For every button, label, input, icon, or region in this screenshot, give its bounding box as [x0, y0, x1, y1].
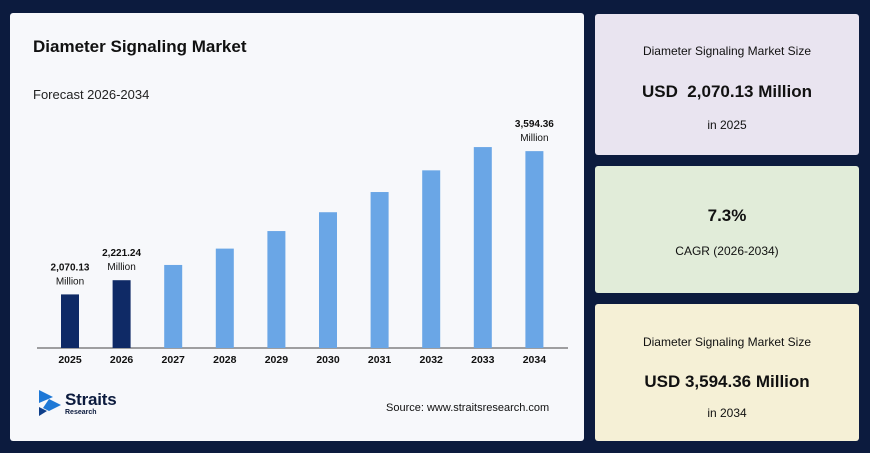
x-tick-label-2034: 2034	[523, 354, 547, 366]
x-tick-label-2027: 2027	[162, 354, 186, 366]
x-tick-label-2026: 2026	[110, 354, 134, 366]
stat-card-year: in 2034	[707, 406, 747, 420]
stat-card-year: in 2025	[707, 118, 747, 132]
source-text: Source: www.straitsresearch.com	[386, 402, 550, 414]
bar-2029	[267, 231, 286, 348]
bar-2028	[215, 248, 234, 348]
chart-title: Diameter Signaling Market	[33, 37, 247, 56]
logo-subtext: Research	[65, 409, 97, 416]
straits-logo: Straits Research	[39, 390, 139, 422]
bar-2027	[164, 264, 183, 348]
bar-2026	[112, 280, 131, 348]
x-tick-label-2031: 2031	[368, 354, 392, 366]
x-tick-label-2025: 2025	[58, 354, 82, 366]
stat-card-label: Diameter Signaling Market Size	[642, 335, 812, 349]
x-tick-label-2032: 2032	[420, 354, 444, 366]
stat-card-value: USD 2,070.13 Million	[641, 82, 813, 101]
bar-2030	[319, 212, 337, 348]
data-label-value-2034: 3,594.36	[515, 119, 554, 130]
data-label-unit-2026: Million	[107, 262, 135, 273]
stat-card-label: Diameter Signaling Market Size	[642, 44, 812, 58]
stat-card-2034-size: Diameter Signaling Market Size USD 3,594…	[595, 304, 859, 441]
chart-subtitle: Forecast 2026-2034	[33, 87, 150, 102]
data-label-unit-2025: Million	[56, 276, 84, 287]
data-label-unit-2034: Million	[520, 133, 548, 144]
x-tick-label-2033: 2033	[471, 354, 495, 366]
bar-2031	[370, 192, 389, 348]
bar-2033	[473, 147, 492, 348]
stat-card-label: CAGR (2026-2034)	[675, 244, 779, 258]
x-tick-label-2030: 2030	[316, 354, 340, 366]
stat-card-value: USD 3,594.36 Million	[644, 372, 810, 391]
x-tick-label-2029: 2029	[265, 354, 289, 366]
stat-card-value: 7.3%	[707, 206, 747, 225]
bar-2032	[422, 170, 441, 348]
bar-2025	[61, 294, 79, 348]
x-tick-label-2028: 2028	[213, 354, 237, 366]
straits-logo-icon	[39, 390, 61, 416]
stat-card-2025-size: Diameter Signaling Market Size USD 2,070…	[595, 14, 859, 155]
data-label-value-2026: 2,221.24	[102, 248, 141, 259]
chart-card: Diameter Signaling Market Forecast 2026-…	[10, 13, 584, 441]
logo-wordmark: Straits	[65, 390, 117, 409]
bar-chart: 2025 2026 2027 2028 2029 2030 2031 2032 2033 2034…	[37, 119, 568, 366]
bar-2034	[525, 151, 544, 348]
stat-card-cagr: 7.3% CAGR (2026-2034)	[595, 166, 859, 293]
data-label-value-2025: 2,070.13	[51, 262, 90, 273]
